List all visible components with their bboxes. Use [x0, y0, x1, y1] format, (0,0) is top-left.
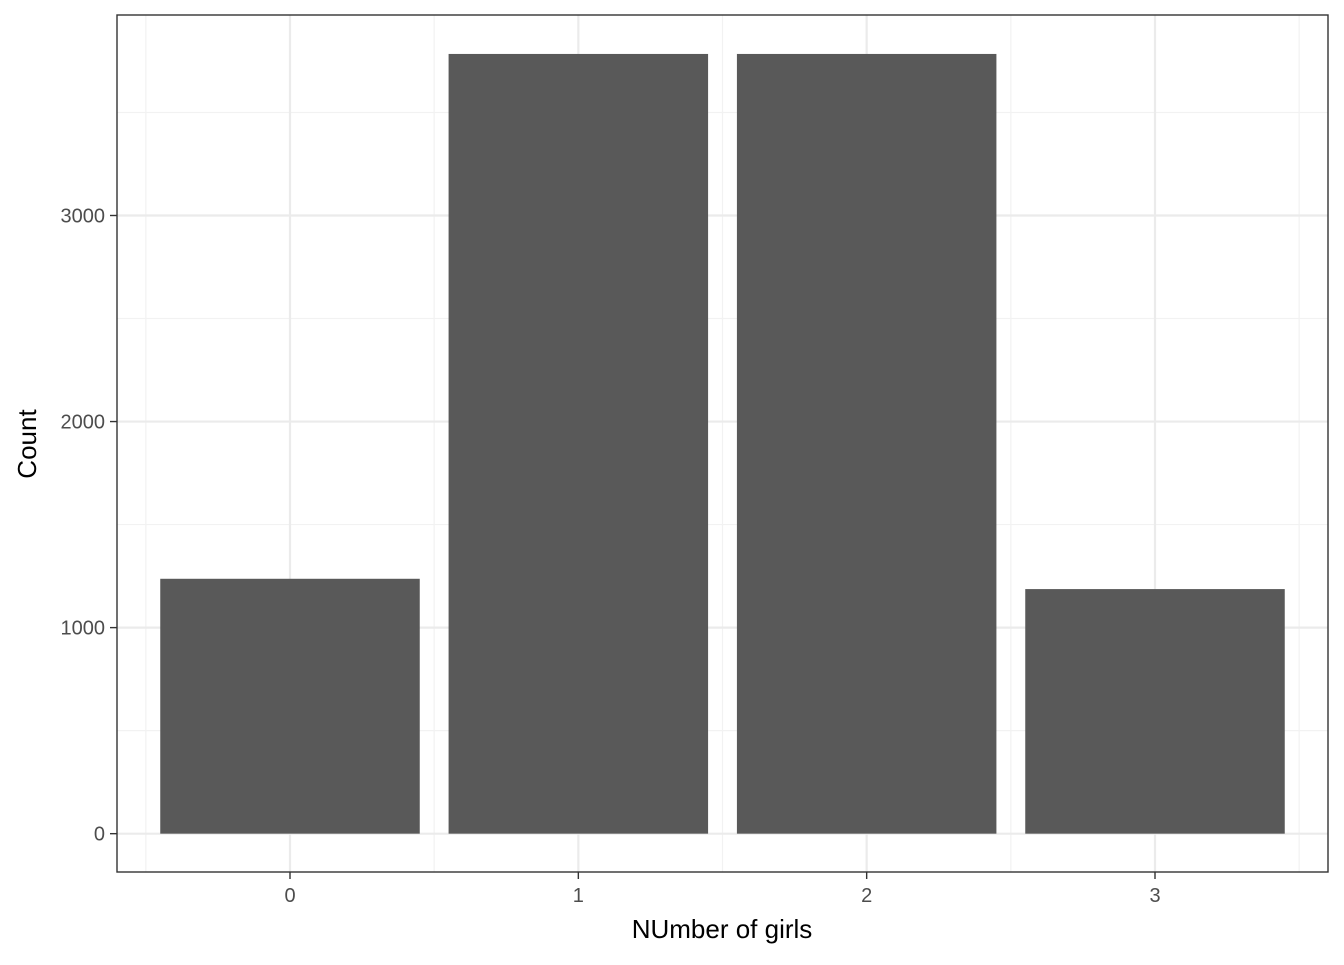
- y-tick-label: 3000: [61, 205, 106, 227]
- x-tick-label: 3: [1149, 885, 1160, 907]
- x-tick-label: 1: [573, 885, 584, 907]
- y-tick-label: 1000: [61, 618, 106, 640]
- axes: 0 1000 2000 3000 0 1 2 3: [61, 205, 1161, 907]
- y-tick-label: 2000: [61, 412, 106, 434]
- bar-3: [1025, 589, 1285, 834]
- y-tick-label: 0: [94, 824, 105, 846]
- bar-2: [736, 53, 997, 834]
- bar-1: [448, 53, 709, 834]
- bars: [160, 53, 1285, 834]
- panel-border: [116, 14, 1329, 873]
- x-tick-label: 2: [861, 885, 872, 907]
- y-axis-title: Count: [12, 409, 42, 479]
- x-axis-title: NUmber of girls: [632, 914, 813, 944]
- bar-0: [160, 578, 420, 834]
- x-tick-label: 0: [284, 885, 295, 907]
